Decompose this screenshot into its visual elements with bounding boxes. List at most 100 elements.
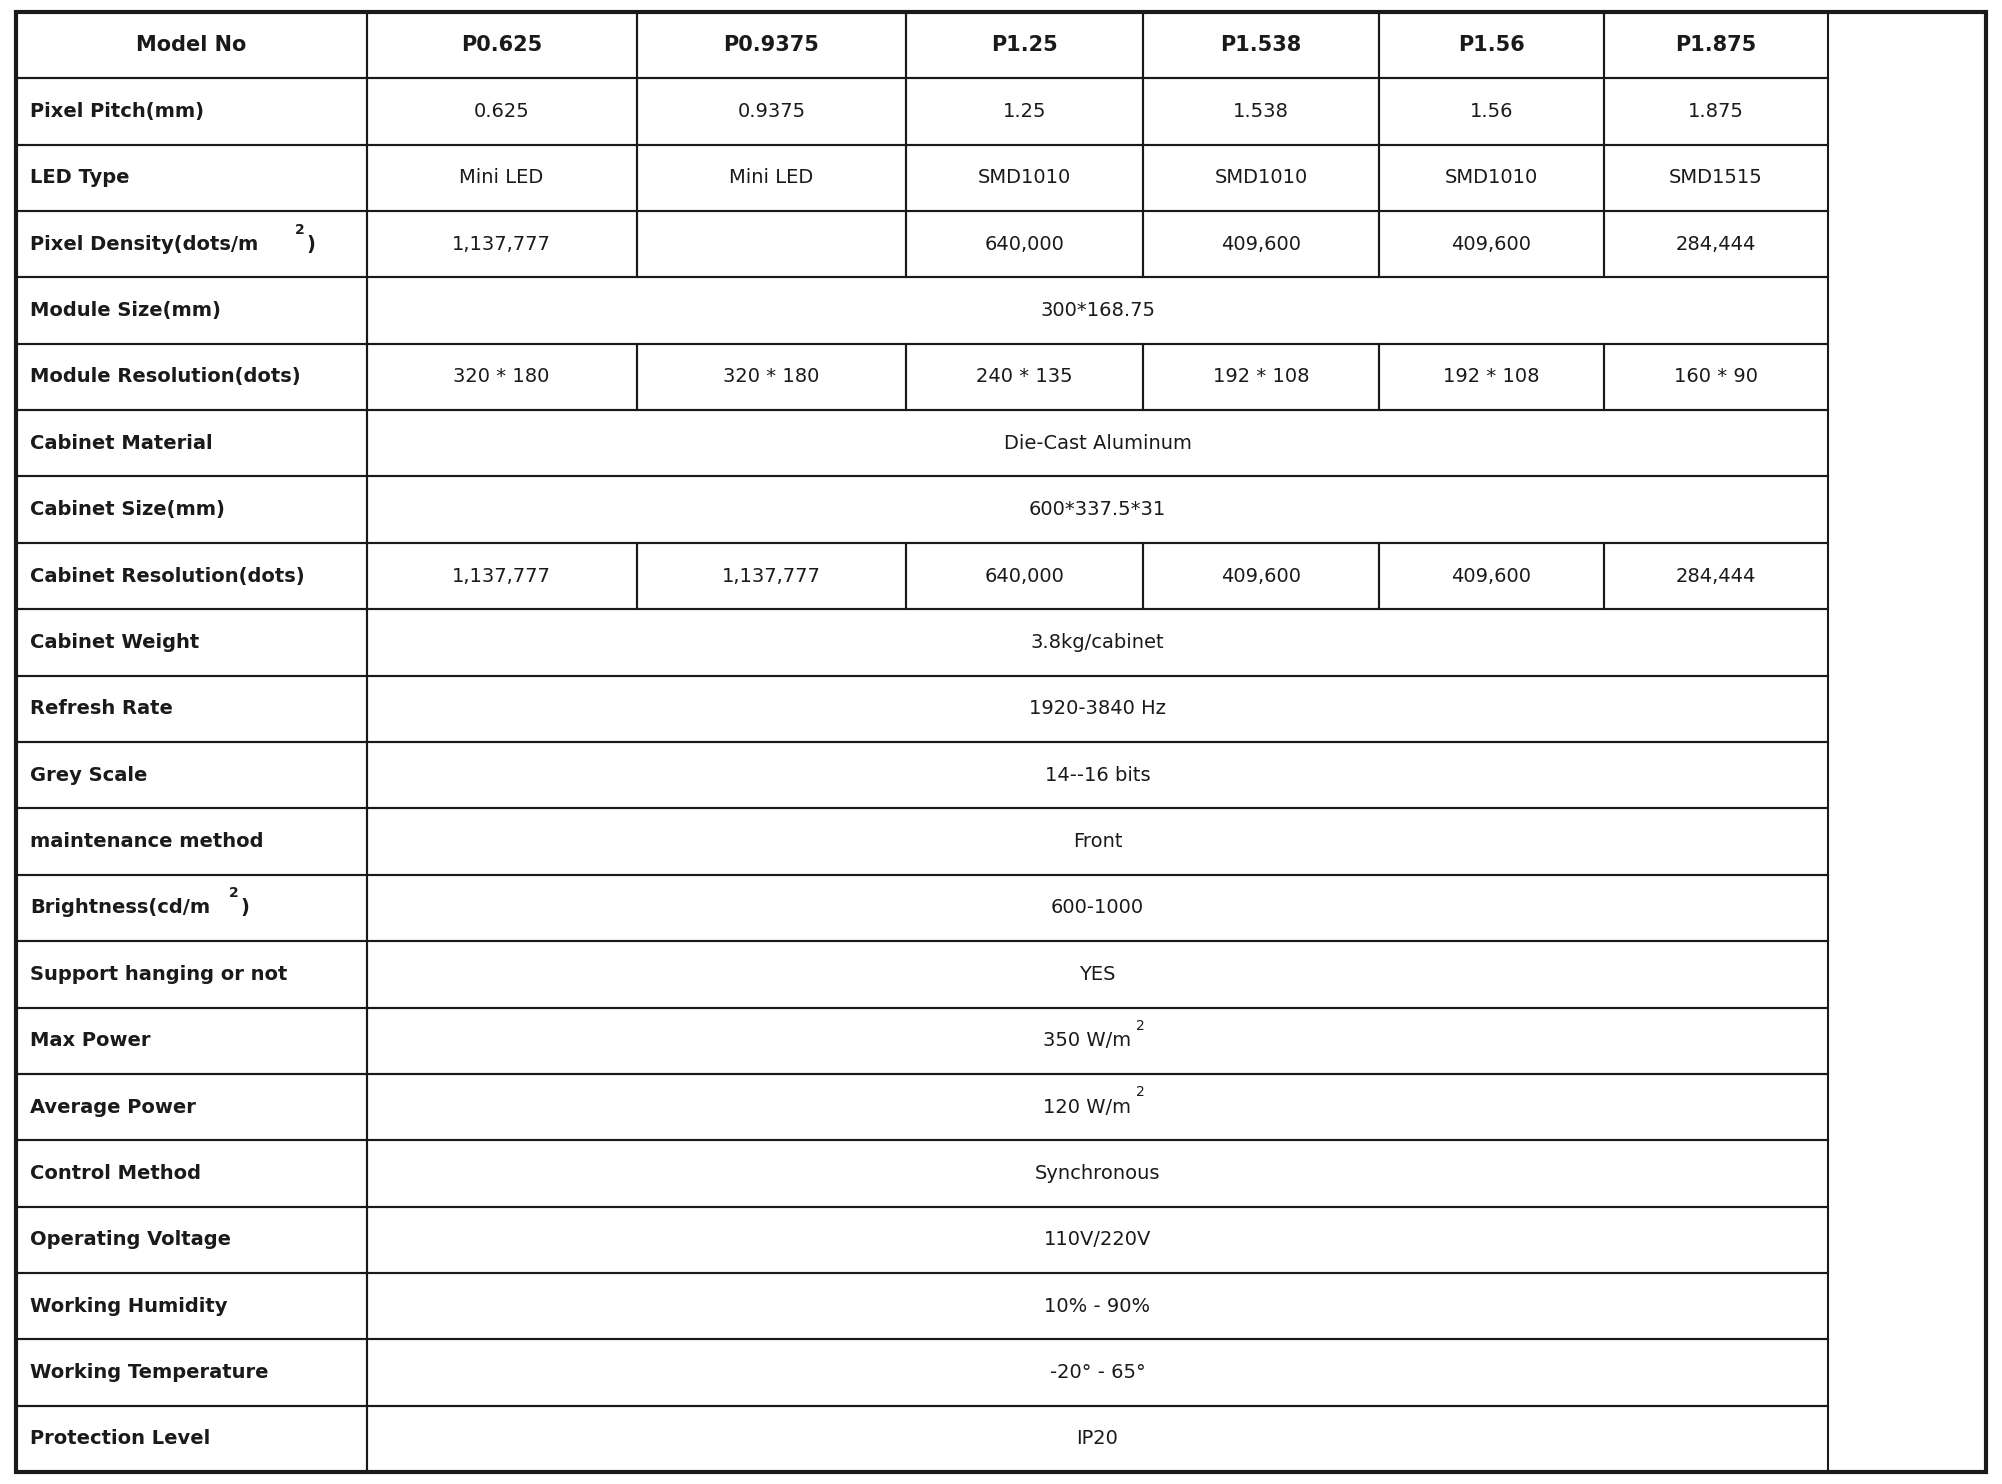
- Bar: [16, 1140, 366, 1206]
- Text: 160 * 90: 160 * 90: [1674, 368, 1758, 386]
- Text: -20° - 65°: -20° - 65°: [1049, 1364, 1145, 1382]
- Bar: [1379, 211, 1604, 278]
- Text: 0.625: 0.625: [474, 102, 529, 120]
- Text: Protection Level: Protection Level: [30, 1429, 210, 1448]
- Bar: [366, 144, 637, 211]
- Text: Refresh Rate: Refresh Rate: [30, 699, 172, 718]
- Bar: [907, 79, 1143, 144]
- Text: Die-Cast Aluminum: Die-Cast Aluminum: [1003, 433, 1191, 453]
- Bar: [16, 675, 366, 742]
- Bar: [1143, 79, 1379, 144]
- Text: Brightness(cd/m: Brightness(cd/m: [30, 898, 210, 917]
- Bar: [16, 1405, 366, 1472]
- Bar: [907, 344, 1143, 410]
- Bar: [1379, 144, 1604, 211]
- Bar: [16, 12, 366, 79]
- Bar: [366, 1074, 1828, 1140]
- Text: 1,137,777: 1,137,777: [452, 567, 551, 586]
- Bar: [366, 1405, 1828, 1472]
- Bar: [1143, 12, 1379, 79]
- Bar: [16, 543, 366, 610]
- Bar: [366, 144, 637, 211]
- Text: Cabinet Weight: Cabinet Weight: [30, 634, 200, 651]
- Text: 120 W/m: 120 W/m: [1043, 1098, 1131, 1116]
- Bar: [1604, 144, 1828, 211]
- Bar: [366, 1074, 1828, 1140]
- Bar: [16, 1140, 366, 1206]
- Bar: [16, 1273, 366, 1340]
- Bar: [1604, 543, 1828, 610]
- Bar: [366, 476, 1828, 543]
- Text: 1,137,777: 1,137,777: [452, 234, 551, 254]
- Bar: [366, 12, 637, 79]
- Bar: [16, 410, 366, 476]
- Bar: [1604, 344, 1828, 410]
- Bar: [1604, 12, 1828, 79]
- Bar: [1379, 79, 1604, 144]
- Text: Mini LED: Mini LED: [729, 168, 813, 187]
- Bar: [16, 1273, 366, 1340]
- Bar: [366, 211, 637, 278]
- Bar: [16, 344, 366, 410]
- Text: Pixel Density(dots/m: Pixel Density(dots/m: [30, 234, 258, 254]
- Bar: [366, 809, 1828, 874]
- Bar: [1143, 144, 1379, 211]
- Bar: [1379, 12, 1604, 79]
- Bar: [366, 610, 1828, 675]
- Bar: [1379, 543, 1604, 610]
- Text: Average Power: Average Power: [30, 1098, 196, 1116]
- Bar: [1604, 79, 1828, 144]
- Bar: [366, 941, 1828, 1008]
- Text: P0.625: P0.625: [460, 36, 543, 55]
- Bar: [16, 941, 366, 1008]
- Bar: [1143, 79, 1379, 144]
- Bar: [1143, 543, 1379, 610]
- Text: 320 * 180: 320 * 180: [723, 368, 819, 386]
- Bar: [907, 144, 1143, 211]
- Bar: [366, 344, 637, 410]
- Bar: [16, 1074, 366, 1140]
- Text: 409,600: 409,600: [1221, 234, 1301, 254]
- Text: Module Size(mm): Module Size(mm): [30, 301, 220, 321]
- Bar: [637, 344, 907, 410]
- Bar: [16, 1340, 366, 1405]
- Text: 300*168.75: 300*168.75: [1039, 301, 1155, 321]
- Bar: [907, 344, 1143, 410]
- Text: SMD1010: SMD1010: [1445, 168, 1538, 187]
- Bar: [366, 1140, 1828, 1206]
- Text: YES: YES: [1079, 965, 1115, 984]
- Bar: [1379, 211, 1604, 278]
- Bar: [366, 742, 1828, 809]
- Bar: [16, 144, 366, 211]
- Text: SMD1515: SMD1515: [1670, 168, 1764, 187]
- Bar: [366, 675, 1828, 742]
- Bar: [366, 211, 637, 278]
- Bar: [637, 12, 907, 79]
- Bar: [1379, 12, 1604, 79]
- Bar: [16, 1206, 366, 1273]
- Text: 240 * 135: 240 * 135: [977, 368, 1073, 386]
- Bar: [637, 344, 907, 410]
- Bar: [907, 543, 1143, 610]
- Text: 409,600: 409,600: [1451, 567, 1532, 586]
- Bar: [1143, 344, 1379, 410]
- Text: 409,600: 409,600: [1221, 567, 1301, 586]
- Bar: [366, 278, 1828, 344]
- Bar: [637, 12, 907, 79]
- Text: 284,444: 284,444: [1676, 567, 1756, 586]
- Bar: [1143, 211, 1379, 278]
- Text: ): ): [240, 898, 250, 917]
- Text: P1.56: P1.56: [1457, 36, 1526, 55]
- Text: Front: Front: [1073, 833, 1123, 850]
- Text: 192 * 108: 192 * 108: [1213, 368, 1309, 386]
- Bar: [16, 12, 366, 79]
- Bar: [366, 543, 637, 610]
- Text: Synchronous: Synchronous: [1035, 1163, 1161, 1183]
- Bar: [907, 144, 1143, 211]
- Bar: [637, 79, 907, 144]
- Text: 1.25: 1.25: [1003, 102, 1047, 120]
- Text: SMD1010: SMD1010: [1215, 168, 1307, 187]
- Bar: [637, 543, 907, 610]
- Bar: [366, 1340, 1828, 1405]
- Bar: [366, 675, 1828, 742]
